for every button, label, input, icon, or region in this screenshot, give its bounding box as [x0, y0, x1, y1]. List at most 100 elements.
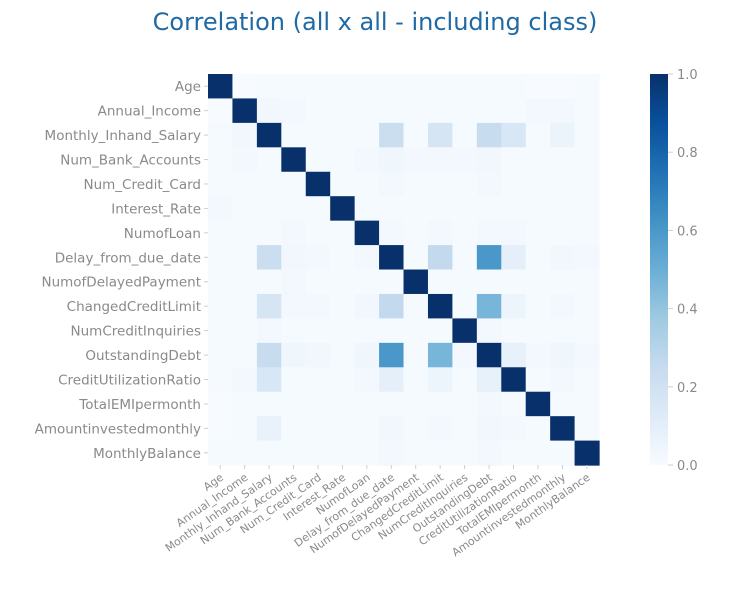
heatmap-cell — [452, 171, 478, 197]
heatmap-cell — [501, 342, 527, 368]
heatmap-cell — [403, 245, 429, 271]
heatmap-cell — [501, 245, 527, 271]
heatmap-cell — [550, 416, 576, 442]
heatmap-cell — [281, 342, 307, 368]
heatmap-cell — [476, 342, 502, 368]
heatmap-cell — [305, 245, 331, 271]
heatmap-cell — [208, 293, 234, 319]
heatmap-cell — [501, 440, 527, 466]
heatmap-cell — [256, 440, 282, 466]
heatmap-cell — [501, 122, 527, 148]
heatmap-cell — [354, 367, 380, 393]
heatmap-cell — [232, 122, 258, 148]
heatmap-cell — [281, 318, 307, 344]
colorbar-tick-label: 0.8 — [677, 146, 698, 161]
y-tick-labels: Age Annual_Income Monthly_Inhand_Salary Num… — [35, 79, 208, 462]
heatmap-cell — [330, 391, 356, 417]
heatmap-cell — [208, 245, 234, 271]
heatmap-cell — [256, 196, 282, 222]
heatmap-cell — [354, 220, 380, 246]
heatmap-cell — [232, 342, 258, 368]
y-tick-label: Num_Credit_Card — [84, 177, 202, 193]
heatmap-cell — [525, 196, 551, 222]
heatmap-cell — [256, 245, 282, 271]
heatmap-cell — [232, 171, 258, 197]
heatmap-cell — [403, 293, 429, 319]
heatmap-cell — [403, 196, 429, 222]
heatmap-cell — [330, 98, 356, 124]
heatmap-cell — [232, 98, 258, 124]
heatmap-cell — [403, 269, 429, 295]
heatmap-cell — [379, 440, 405, 466]
heatmap-cell — [256, 269, 282, 295]
heatmap-cell — [525, 245, 551, 271]
y-tick-label: Interest_Rate — [111, 201, 201, 217]
heatmap-cell — [256, 391, 282, 417]
heatmap-cell — [281, 416, 307, 442]
heatmap-cell — [281, 122, 307, 148]
heatmap-cell — [379, 245, 405, 271]
heatmap-cell — [427, 318, 453, 344]
heatmap-cell — [330, 245, 356, 271]
heatmap-cell — [476, 367, 502, 393]
heatmap-cell — [550, 293, 576, 319]
heatmap-cell — [403, 440, 429, 466]
heatmap-cell — [452, 147, 478, 173]
heatmap-cell — [525, 171, 551, 197]
heatmap-cell — [379, 147, 405, 173]
x-tick-labels: AgeAnnual_IncomeMonthly_Inhand_SalaryNum… — [163, 465, 593, 559]
heatmap-cell — [208, 171, 234, 197]
heatmap-cell — [354, 98, 380, 124]
heatmap-cell — [452, 98, 478, 124]
heatmap-cell — [550, 440, 576, 466]
heatmap-cell — [452, 391, 478, 417]
y-tick-label: OutstandingDebt — [85, 348, 201, 364]
heatmap-cell — [501, 293, 527, 319]
heatmap-cell — [476, 245, 502, 271]
heatmap-cell — [256, 147, 282, 173]
heatmap-cell — [232, 318, 258, 344]
heatmap-cell — [281, 269, 307, 295]
heatmap-cell — [574, 440, 600, 466]
heatmap-cell — [427, 391, 453, 417]
heatmap-cell — [232, 74, 258, 100]
y-tick-label: NumCreditInquiries — [71, 324, 201, 340]
heatmap-cell — [452, 196, 478, 222]
heatmap-cell — [330, 440, 356, 466]
heatmap-cell — [208, 342, 234, 368]
heatmap-cell — [574, 196, 600, 222]
heatmap-cell — [379, 122, 405, 148]
heatmap-cell — [281, 196, 307, 222]
heatmap-cell — [330, 342, 356, 368]
heatmap-cell — [501, 318, 527, 344]
heatmap-cell — [330, 171, 356, 197]
colorbar-gradient — [650, 74, 668, 466]
heatmap-cell — [476, 318, 502, 344]
y-tick-label: Delay_from_due_date — [55, 250, 201, 266]
heatmap-cell — [574, 416, 600, 442]
heatmap-cell — [574, 342, 600, 368]
heatmap-cell — [208, 391, 234, 417]
heatmap-cell — [525, 220, 551, 246]
heatmap-cell — [476, 171, 502, 197]
heatmap-cell — [403, 171, 429, 197]
heatmap-cell — [256, 220, 282, 246]
heatmap-cell — [525, 269, 551, 295]
y-tick-label: Num_Bank_Accounts — [60, 153, 201, 169]
heatmap-cell — [525, 122, 551, 148]
y-tick-label: CreditUtilizationRatio — [58, 373, 201, 389]
heatmap-cell — [208, 74, 234, 100]
heatmap-cell — [476, 98, 502, 124]
heatmap-cell — [379, 74, 405, 100]
heatmap-cell — [305, 318, 331, 344]
heatmap-cell — [501, 416, 527, 442]
heatmap-cells — [208, 74, 600, 466]
heatmap-cell — [525, 367, 551, 393]
heatmap-cell — [330, 196, 356, 222]
heatmap-cell — [281, 171, 307, 197]
heatmap-cell — [550, 147, 576, 173]
heatmap-cell — [574, 293, 600, 319]
heatmap-cell — [208, 196, 234, 222]
heatmap-cell — [427, 416, 453, 442]
heatmap-cell — [305, 74, 331, 100]
